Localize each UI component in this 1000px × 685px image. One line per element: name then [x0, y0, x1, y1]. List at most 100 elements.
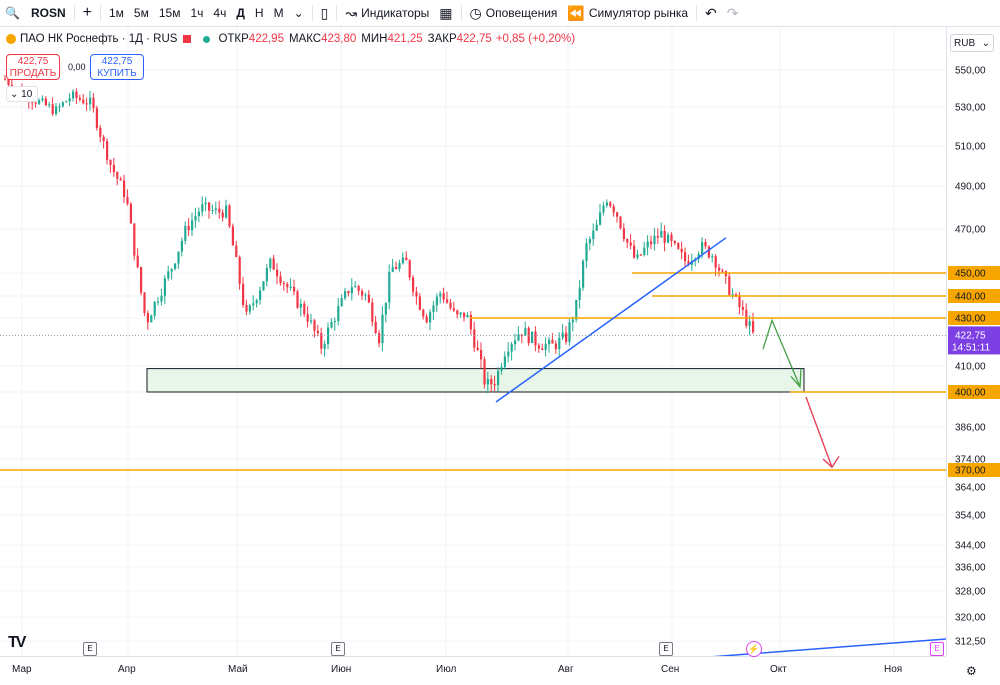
interval-week[interactable]: Н: [254, 6, 264, 20]
layouts-grid-icon[interactable]: ▦: [439, 4, 453, 21]
interval-5m[interactable]: 5м: [133, 6, 149, 20]
interval-day[interactable]: Д: [236, 6, 245, 20]
price-axis[interactable]: 550,00 530,00 510,00 490,00 470,00 450,00 440,…: [946, 27, 1000, 656]
flag-icon: [183, 35, 192, 43]
legend-title[interactable]: ПАО НК Роснефть · 1Д · RUS: [20, 33, 178, 45]
interval-dropdown-chevron-icon[interactable]: ⌄: [293, 6, 304, 20]
forecast-up-arrow[interactable]: [762, 318, 801, 388]
trend-line[interactable]: [495, 237, 727, 403]
dividend-event-icon[interactable]: ⚡: [746, 641, 762, 657]
candle-body: [276, 269, 279, 277]
earnings-event-icon[interactable]: E: [930, 642, 944, 656]
candle-body: [170, 268, 173, 272]
legend-open-label: ОТКР: [218, 33, 249, 45]
earnings-event-icon[interactable]: E: [331, 642, 345, 656]
candle-body: [429, 312, 432, 323]
candle-body: [592, 230, 595, 240]
candle-body: [99, 127, 102, 137]
candle-body: [626, 239, 629, 243]
candle-body: [106, 141, 109, 160]
candle-body: [459, 312, 462, 315]
indicators-button[interactable]: ↝ Индикаторы: [340, 0, 434, 26]
chart-style-candles-icon[interactable]: ▯: [320, 4, 329, 21]
chart-pane[interactable]: [0, 27, 946, 656]
price-tick-label: 450,00: [955, 269, 986, 280]
candle-body: [663, 230, 666, 243]
forecast-down-arrow[interactable]: [805, 396, 833, 468]
candle-body: [75, 91, 78, 98]
gear-icon[interactable]: ⚙: [966, 664, 977, 678]
compare-add-icon[interactable]: +: [82, 4, 92, 21]
currency-selector[interactable]: RUB ⌄: [950, 34, 994, 52]
candle-body: [330, 321, 333, 328]
candle-body: [231, 226, 234, 246]
candle-body: [469, 314, 472, 330]
candle-body: [187, 225, 190, 231]
interval-1h[interactable]: 1ч: [190, 6, 204, 20]
candle-body: [391, 266, 394, 272]
candle-body: [384, 302, 387, 315]
candle-body: [136, 255, 139, 268]
candle-body: [534, 331, 537, 346]
candle-body: [116, 172, 119, 179]
interval-15m[interactable]: 15м: [158, 6, 181, 20]
candle-body: [707, 246, 710, 258]
candle-body: [704, 242, 707, 247]
candle-body: [174, 263, 177, 269]
price-axis-labels[interactable]: 550,00 530,00 510,00 490,00 470,00 450,00 440,…: [947, 27, 1000, 656]
redo-icon[interactable]: ↷: [726, 4, 739, 21]
support-zone[interactable]: [146, 368, 805, 393]
alerts-button[interactable]: ◷ Оповещения: [465, 0, 563, 26]
candle-body: [333, 321, 336, 323]
earnings-event-icon[interactable]: E: [659, 642, 673, 656]
candle-body: [595, 224, 598, 231]
candle-body: [735, 294, 738, 296]
candle-body: [395, 266, 398, 269]
candle-body: [92, 97, 95, 109]
sell-button[interactable]: 422,75 ПРОДАТЬ: [6, 54, 60, 80]
candle-body: [748, 321, 751, 326]
symbol-search-icon[interactable]: 🔍: [5, 6, 20, 20]
price-tick-label: 550,00: [955, 66, 986, 77]
x-label-aug: Авг: [558, 664, 574, 675]
x-label-jun: Июн: [331, 664, 352, 675]
interval-month[interactable]: М: [273, 6, 284, 20]
sell-price: 422,75: [17, 56, 49, 67]
candle-body: [561, 332, 564, 338]
earnings-event-icon[interactable]: E: [83, 642, 97, 656]
arrow-head: [790, 368, 802, 389]
candle-body: [109, 159, 112, 165]
candle-body: [89, 97, 92, 105]
candle-body: [633, 245, 636, 258]
candle-body: [456, 310, 459, 315]
toolbar-divider: [460, 5, 462, 21]
trend-line[interactable]: [696, 638, 946, 656]
time-axis[interactable]: [0, 656, 946, 685]
candle-body: [493, 384, 496, 386]
interval-4h[interactable]: 4ч: [213, 6, 227, 20]
toolbar-divider: [696, 5, 698, 21]
candle-body: [510, 344, 513, 352]
candle-body: [58, 106, 61, 108]
candle-body: [653, 235, 656, 245]
indicators-label: Индикаторы: [361, 6, 430, 20]
candle-body: [670, 234, 673, 242]
tradingview-logo-icon[interactable]: TV: [8, 634, 27, 651]
quantity-input[interactable]: ⌄ 10: [6, 86, 38, 102]
legend-low-value: 421,25: [387, 33, 423, 45]
candle-body: [728, 276, 731, 295]
x-label-sep: Сен: [661, 664, 680, 675]
last-price-tag: [948, 326, 1000, 355]
undo-icon[interactable]: ↶: [705, 4, 717, 21]
candle-body: [68, 98, 71, 102]
interval-1m[interactable]: 1м: [108, 6, 124, 20]
symbol-name[interactable]: ROSN: [30, 6, 66, 20]
candle-body: [221, 212, 224, 218]
replay-button[interactable]: ⏪ Симулятор рынка: [562, 0, 693, 26]
price-chart[interactable]: [0, 27, 946, 656]
candle-body: [82, 99, 85, 104]
level-price-tag: [948, 385, 1000, 399]
candle-body: [599, 212, 602, 225]
candle-body: [313, 320, 316, 331]
buy-button[interactable]: 422,75 КУПИТЬ: [90, 54, 144, 80]
